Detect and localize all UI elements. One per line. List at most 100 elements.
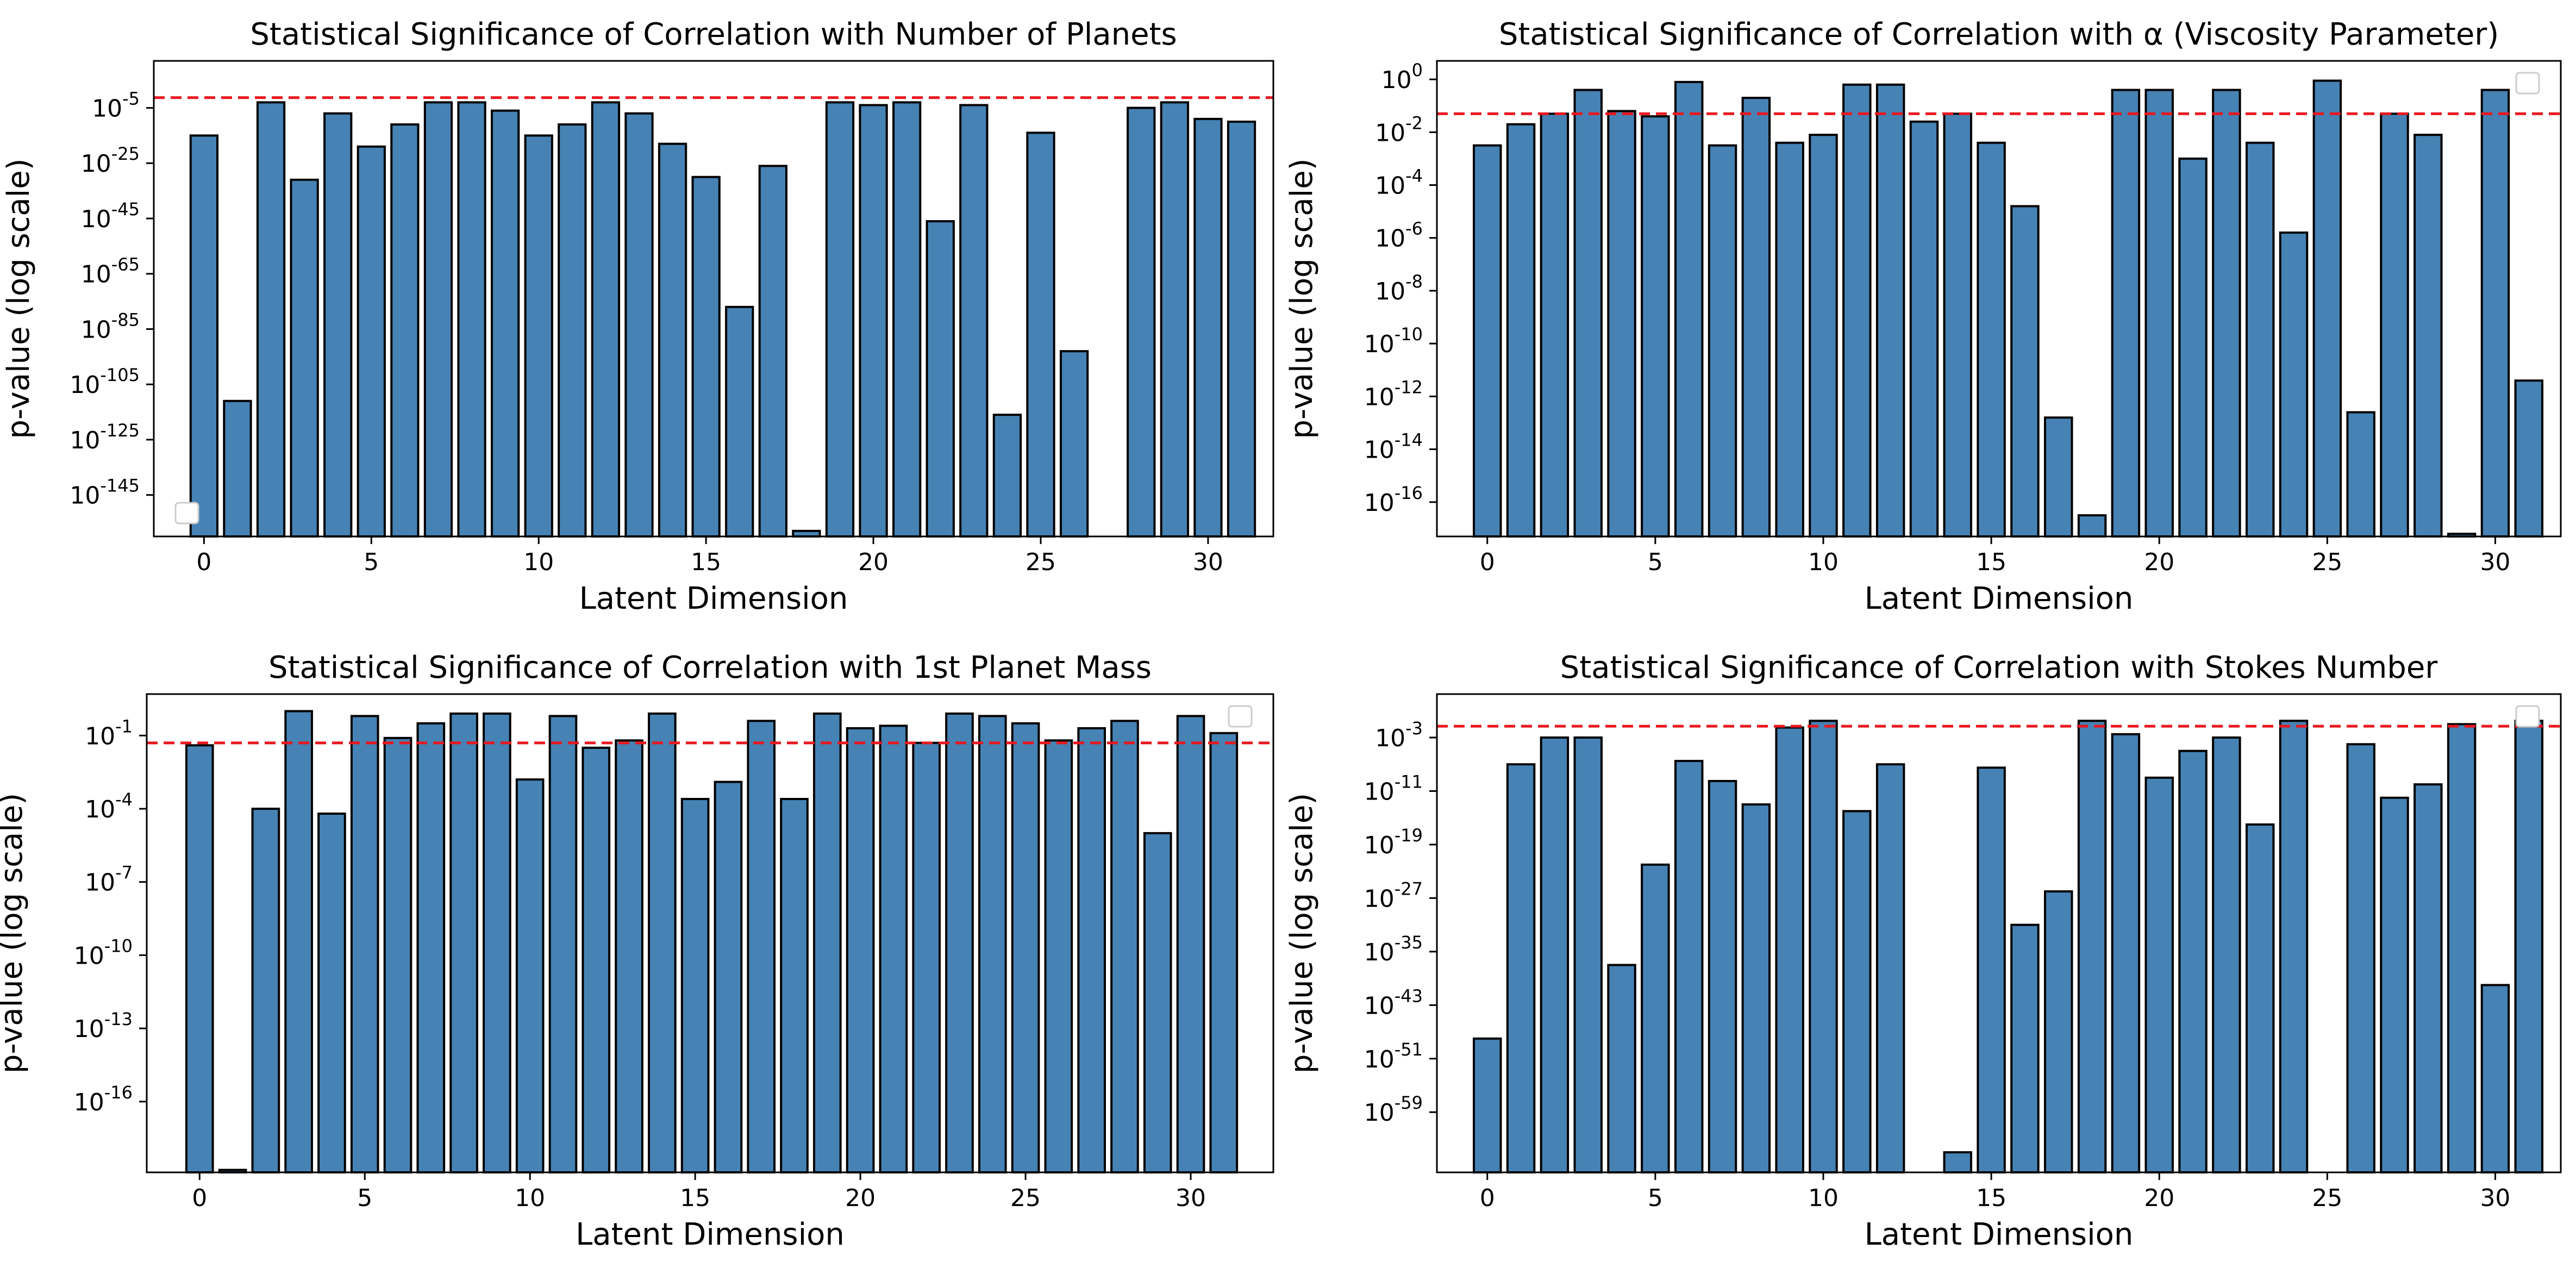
bar (1143, 832, 1172, 1173)
x-tick-label: 25 (1010, 1184, 1041, 1212)
bar (780, 798, 809, 1174)
bar (1160, 101, 1189, 538)
plot-frame (1436, 693, 2562, 1173)
bar (624, 112, 654, 538)
x-tick-label: 10 (1808, 548, 1839, 576)
y-tick-label: 10-35 (1364, 932, 1423, 966)
bar (2212, 89, 2241, 538)
bar (1875, 763, 1905, 1173)
bar (189, 134, 219, 538)
y-tick-label: 100 (1381, 60, 1423, 94)
y-axis-label: p-value (log scale) (1284, 158, 1320, 439)
x-tick-label: 30 (2480, 548, 2510, 576)
bar (2144, 776, 2174, 1174)
bar (945, 712, 974, 1173)
y-tick-label: 10-5 (92, 88, 140, 122)
bar (1809, 720, 1838, 1173)
bar (2514, 720, 2543, 1173)
x-axis-label: Latent Dimension (579, 581, 848, 616)
bar (483, 712, 511, 1173)
bar (1943, 113, 1972, 538)
bar (2380, 796, 2409, 1174)
y-tick-label: 10-59 (1364, 1092, 1423, 1127)
bar (1607, 964, 1636, 1173)
y-tick-label: 10-51 (1364, 1039, 1423, 1073)
x-tick-label: 10 (1808, 1184, 1839, 1212)
bar (846, 727, 875, 1174)
bar (1842, 83, 1872, 538)
bar (1110, 720, 1139, 1173)
x-tick-label: 5 (364, 548, 379, 576)
bar (416, 722, 446, 1173)
x-tick-label: 30 (2480, 1184, 2510, 1212)
bar (648, 712, 677, 1173)
bar (714, 780, 743, 1174)
bar (185, 744, 214, 1174)
x-tick-label: 5 (1648, 1184, 1663, 1212)
bar (1741, 803, 1771, 1173)
y-tick-label: 10-8 (1375, 271, 1423, 305)
y-tick-label: 10-45 (81, 199, 140, 233)
bar (2144, 89, 2174, 538)
bar (2044, 890, 2073, 1173)
bar (859, 104, 888, 538)
y-tick-label: 10-12 (1364, 377, 1423, 411)
bar (2111, 733, 2141, 1174)
x-axis-label: Latent Dimension (1865, 1217, 2134, 1252)
y-tick-label: 10-16 (74, 1082, 133, 1116)
bar (615, 739, 643, 1173)
bar (390, 123, 420, 538)
bar (680, 798, 710, 1174)
bar (747, 720, 776, 1173)
y-axis-label: p-value (log scale) (0, 793, 29, 1073)
bar (323, 112, 353, 538)
x-tick-label: 25 (2312, 548, 2342, 576)
x-tick-label: 0 (1480, 1184, 1495, 1212)
bar (591, 101, 621, 538)
y-tick-label: 10-3 (1375, 718, 1423, 752)
bar (515, 778, 545, 1173)
bar (524, 134, 553, 538)
bar (825, 101, 855, 538)
bar (350, 715, 379, 1174)
bar (582, 746, 611, 1173)
bar (317, 813, 346, 1173)
bar (2077, 514, 2107, 538)
bar (879, 725, 908, 1173)
x-tick-label: 25 (1026, 548, 1056, 576)
bar (1011, 722, 1040, 1173)
x-tick-label: 20 (845, 1184, 876, 1212)
bar (1026, 132, 1055, 538)
x-tick-label: 20 (858, 548, 889, 576)
x-tick-label: 0 (1480, 548, 1495, 576)
bar (658, 142, 687, 538)
y-tick-label: 10-65 (81, 254, 140, 289)
bar (758, 165, 787, 538)
x-tick-label: 10 (523, 548, 554, 576)
bar (1674, 760, 1704, 1173)
chart-panel-3: 10-1 10-4 10-7 10-10 10-13 10-16 0 5 10 15 20 25 30 S… (0, 650, 1274, 1252)
bar (1607, 110, 1636, 538)
bar (1943, 1151, 1972, 1173)
bar (423, 101, 453, 538)
bar (1909, 120, 1939, 538)
y-tick-label: 10-85 (81, 309, 140, 344)
bar (2346, 411, 2375, 538)
bar (449, 712, 478, 1173)
y-tick-label: 10-1 (85, 716, 133, 750)
bar (2010, 923, 2040, 1173)
x-tick-label: 5 (1648, 548, 1663, 576)
bar (2380, 113, 2409, 538)
legend-box (2515, 705, 2540, 728)
bar (1506, 123, 1536, 538)
y-tick-label: 10-4 (85, 789, 133, 823)
bar (2178, 750, 2208, 1173)
bar (2414, 134, 2443, 538)
bar (457, 101, 486, 538)
y-tick-label: 10-10 (74, 935, 133, 970)
bar (491, 109, 520, 538)
y-tick-label: 10-14 (1364, 430, 1423, 464)
x-tick-label: 5 (357, 1184, 372, 1212)
